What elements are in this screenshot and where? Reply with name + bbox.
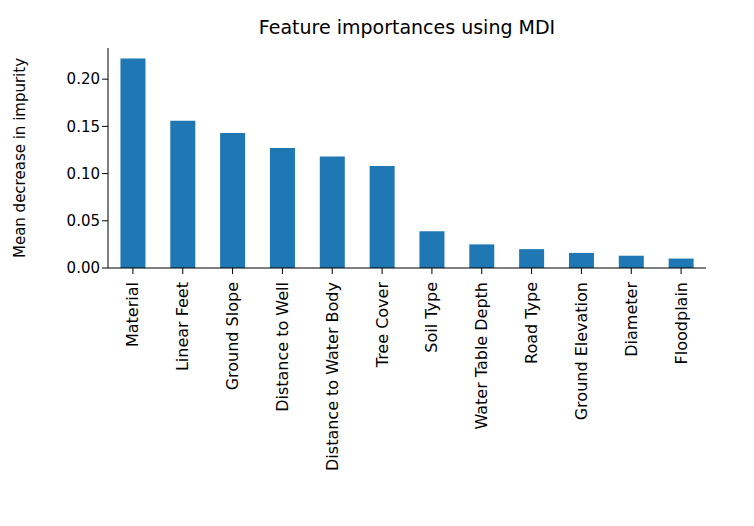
svg-text:Mean decrease in impurity: Mean decrease in impurity <box>11 58 29 258</box>
svg-text:Material: Material <box>123 282 142 347</box>
svg-text:Ground Elevation: Ground Elevation <box>572 282 591 420</box>
svg-text:Water Table Depth: Water Table Depth <box>472 282 491 430</box>
svg-text:Distance to Water Body: Distance to Water Body <box>323 282 342 471</box>
svg-text:0.20: 0.20 <box>67 70 100 88</box>
svg-text:Diameter: Diameter <box>622 282 641 357</box>
svg-text:Road Type: Road Type <box>522 282 541 364</box>
svg-text:0.00: 0.00 <box>67 259 100 277</box>
svg-text:Floodplain: Floodplain <box>672 282 691 364</box>
svg-text:Tree Cover: Tree Cover <box>373 282 392 369</box>
html-text:Feature importances using MDI: Feature importances using MDI <box>258 16 556 38</box>
svg-text:Ground Slope: Ground Slope <box>223 282 242 390</box>
svg-text:0.10: 0.10 <box>67 165 100 183</box>
svg-text:0.15: 0.15 <box>67 118 100 136</box>
svg-text:Linear Feet: Linear Feet <box>173 282 192 371</box>
svg-text:0.05: 0.05 <box>67 212 100 230</box>
svg-text:Distance to Well: Distance to Well <box>273 282 292 412</box>
svg-text:Soil Type: Soil Type <box>422 282 441 353</box>
